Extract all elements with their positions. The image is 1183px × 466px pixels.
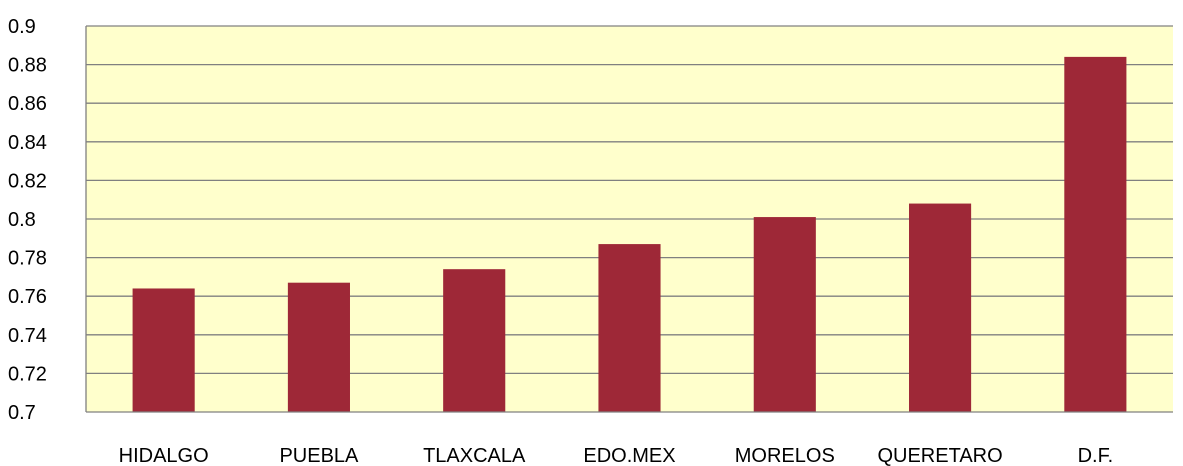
bar-morelos: [753, 217, 816, 412]
y-tick-label: 0.9: [8, 16, 36, 38]
bar-puebla: [287, 282, 350, 412]
x-tick-label: MORELOS: [735, 445, 835, 466]
bars: [132, 56, 1127, 412]
axes: [85, 26, 1173, 413]
y-tick-label: 0.8: [8, 209, 36, 231]
y-tick-label: 0.7: [8, 402, 36, 424]
x-tick-label: TLAXCALA: [423, 445, 526, 466]
bar-queretaro: [909, 203, 972, 412]
bar-d-f: [1064, 56, 1127, 412]
y-tick-label: 0.82: [8, 170, 47, 192]
x-tick-label: D.F.: [1078, 445, 1114, 466]
bar-hidalgo: [132, 288, 195, 412]
y-tick-label: 0.72: [8, 363, 47, 385]
y-tick-label: 0.78: [8, 248, 47, 270]
y-tick-label: 0.84: [8, 132, 47, 154]
y-tick-label: 0.86: [8, 93, 47, 115]
y-tick-label: 0.74: [8, 325, 47, 347]
x-axis-labels: HIDALGO PUEBLA TLAXCALA EDO.MEX MORELOS QUERE…: [119, 445, 1114, 466]
x-tick-label: EDO.MEX: [583, 445, 675, 466]
y-axis-ticks: 0.7 0.72 0.74 0.76 0.78 0.8 0.82 0.84 0.86 0.88 0.…: [8, 16, 47, 424]
y-tick-label: 0.88: [8, 55, 47, 77]
x-tick-label: QUERETARO: [877, 445, 1002, 466]
bar-edo-mex: [598, 244, 661, 412]
x-tick-label: PUEBLA: [279, 445, 359, 466]
bar-tlaxcala: [443, 269, 506, 412]
y-tick-label: 0.76: [8, 286, 47, 308]
x-tick-label: HIDALGO: [119, 445, 209, 466]
